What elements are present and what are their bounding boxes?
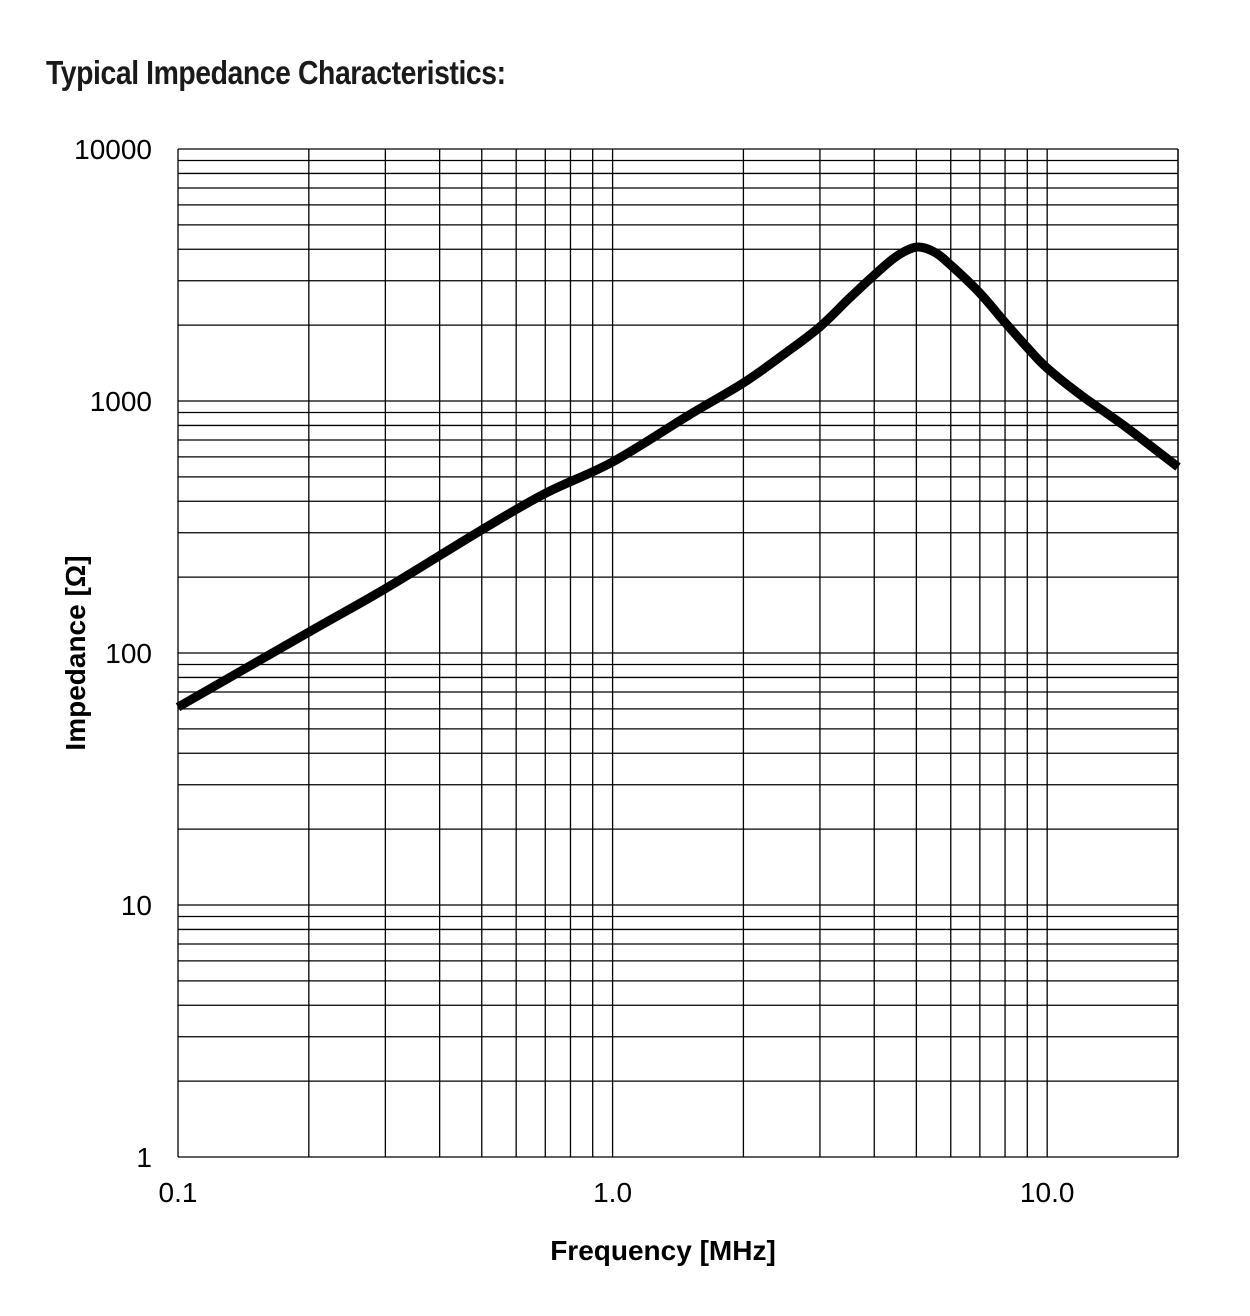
impedance-curve <box>175 242 1181 712</box>
tick-labels: 0.1 1.0 10.0 1 10 100 1000 10000 <box>74 134 1074 1208</box>
x-tick-label: 10.0 <box>1020 1177 1075 1208</box>
y-tick-label: 10000 <box>74 134 152 165</box>
y-tick-label: 100 <box>105 638 152 669</box>
y-tick-label: 10 <box>121 890 152 921</box>
x-tick-label: 1.0 <box>593 1177 632 1208</box>
x-tick-label: 0.1 <box>159 1177 198 1208</box>
x-axis-label: Frequency [MHz] <box>550 1235 776 1266</box>
y-tick-label: 1000 <box>90 386 152 417</box>
grid <box>177 148 1179 1158</box>
y-axis-label: Impedance [Ω] <box>60 555 91 750</box>
chart-title: Typical Impedance Characteristics: <box>46 54 506 91</box>
y-tick-label: 1 <box>136 1142 152 1173</box>
